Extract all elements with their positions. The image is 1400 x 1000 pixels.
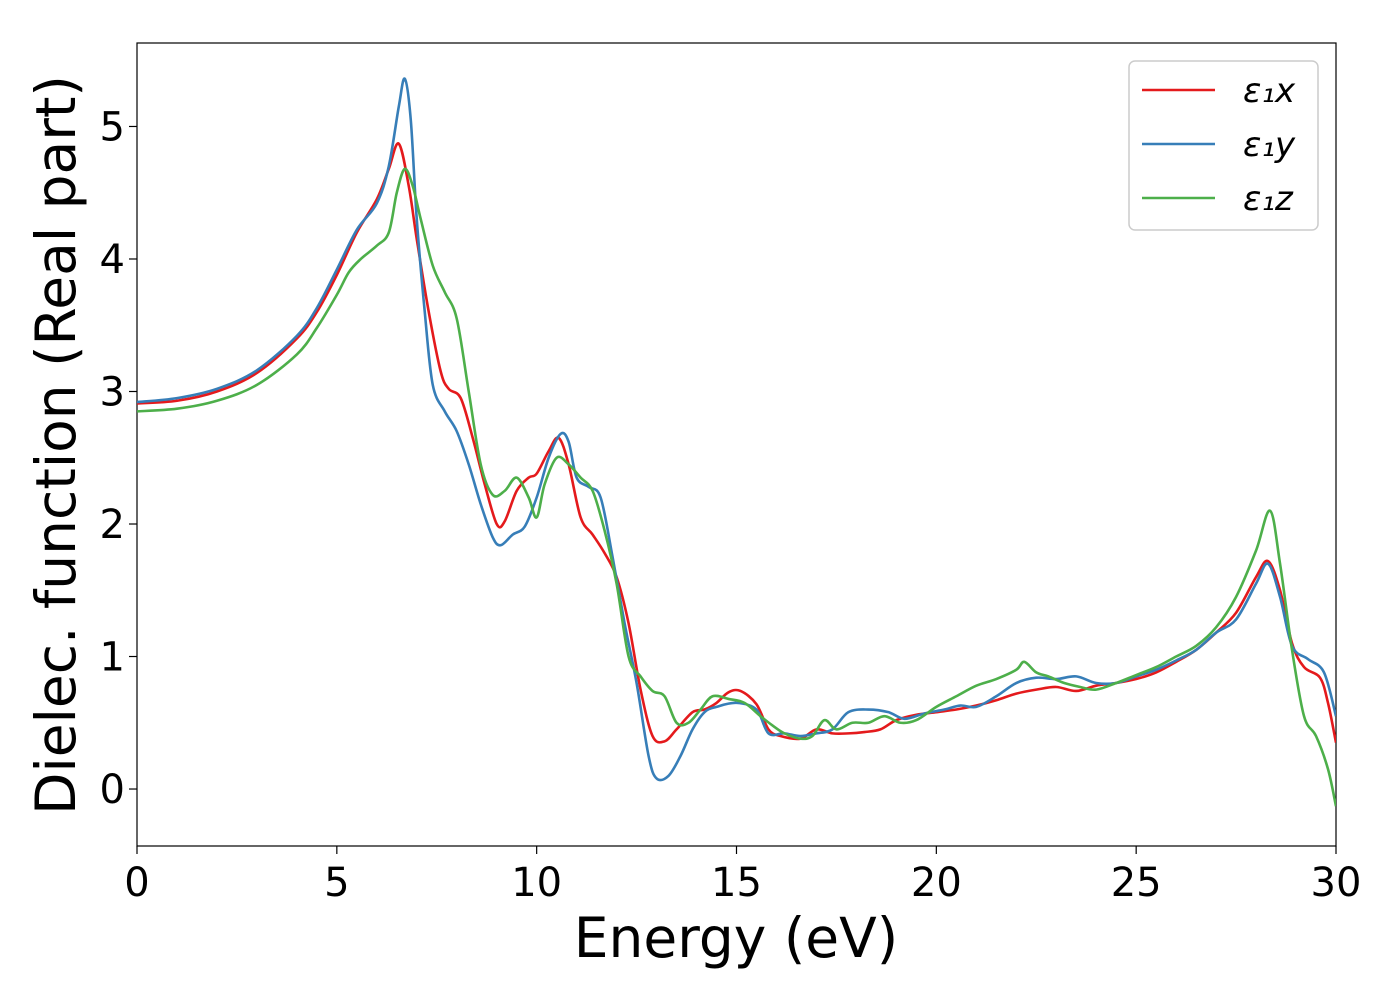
x-tick-label: 15: [711, 860, 762, 906]
x-tick-label: 0: [124, 860, 149, 906]
x-tick-label: 10: [511, 860, 562, 906]
legend-box: [1128, 60, 1319, 231]
legend-label-eps1-z: ε₁z: [1243, 179, 1294, 219]
y-tick-label: 2: [100, 502, 125, 548]
y-tick-label: 0: [100, 767, 125, 813]
y-axis: 0 1 2 3 4 5: [100, 104, 137, 813]
x-tick-label: 5: [324, 860, 349, 906]
series-line-eps1-z: [137, 167, 1336, 807]
y-axis-label: Dielec. function (Real part): [24, 75, 88, 815]
x-axis: 0 5 10 15 20 25 30: [124, 846, 1361, 906]
y-tick-label: 5: [100, 104, 125, 150]
x-axis-label: Energy (eV): [574, 906, 898, 970]
legend-label-eps1-y: ε₁y: [1243, 125, 1296, 165]
legend-label-eps1-x: ε₁x: [1243, 71, 1296, 111]
legend: ε₁x ε₁y ε₁z: [1128, 60, 1319, 231]
x-tick-label: 20: [911, 860, 962, 906]
x-tick-label: 25: [1111, 860, 1162, 906]
x-tick-label: 30: [1311, 860, 1362, 906]
y-tick-label: 4: [100, 237, 125, 283]
y-tick-label: 3: [100, 369, 125, 415]
y-tick-label: 1: [100, 635, 125, 681]
series-layer: [137, 77, 1336, 807]
